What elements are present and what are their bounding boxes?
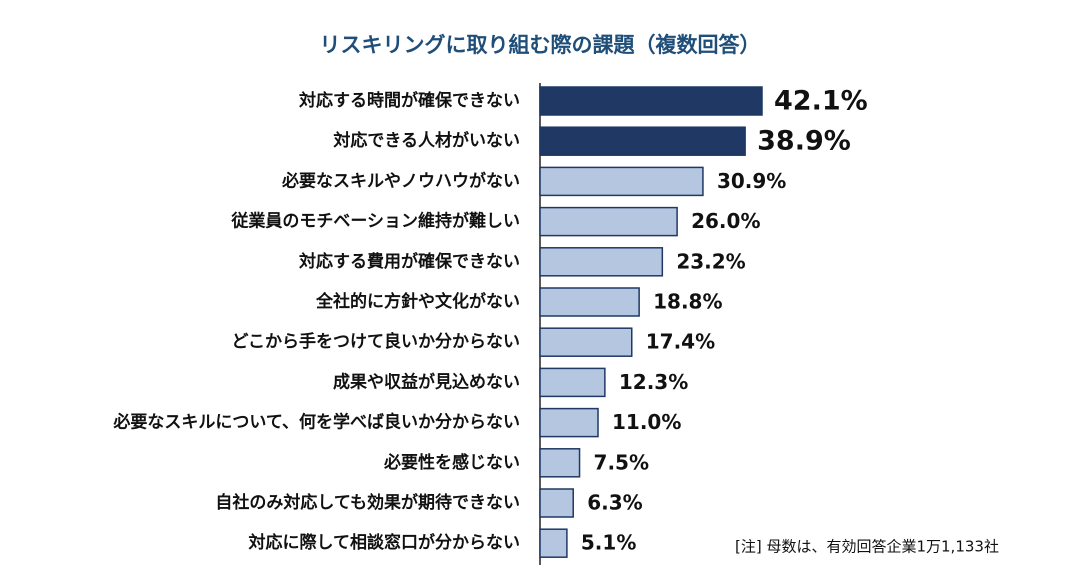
chart-title: リスキリングに取り組む際の課題（複数回答） [320,33,761,57]
category-label: 対応できる人材がいない [332,130,520,151]
bar [539,86,763,116]
category-label: 対応する費用が確保できない [298,251,520,272]
bar [539,287,640,317]
annotation: [注] 母数は、有効回答企業1万1,133社 [735,538,999,556]
value-label: 17.4% [646,330,715,354]
value-label: 7.5% [594,450,649,474]
value-label: 23.2% [676,249,745,273]
bar [539,528,568,558]
bar [539,126,746,156]
bar [539,407,599,438]
category-label: 対応に際して相談窓口が分からない [248,532,521,553]
category-label: 自社のみ対応しても効果が期待できない [215,492,520,513]
value-label: 11.0% [612,410,681,434]
value-label: 5.1% [581,531,636,555]
category-label: 必要なスキルやノウハウがない [281,170,520,191]
bar [539,166,704,197]
value-label: 18.8% [653,290,722,314]
bar [539,488,574,518]
category-label: 全社的に方針や文化がない [315,291,520,312]
category-label: 従業員のモチベーション維持が難しい [230,211,520,232]
category-label: 必要性を感じない [383,452,520,473]
value-label: 30.9% [717,169,786,193]
category-label: 成果や収益が見込めない [333,371,520,392]
bar [539,367,606,398]
value-label: 12.3% [619,370,688,394]
category-label: 必要なスキルについて、何を学べば良いか分からない [112,412,520,433]
value-label: 42.1% [774,86,868,117]
value-label: 38.9% [757,126,851,157]
bar [539,327,633,357]
value-label: 26.0% [691,209,760,233]
bar [539,247,664,277]
value-label: 6.3% [587,491,642,515]
category-label: 対応する時間が確保できない [298,90,520,111]
bar [539,448,581,478]
category-label: どこから手をつけて良いか分からない [232,331,521,352]
bar [539,206,678,237]
